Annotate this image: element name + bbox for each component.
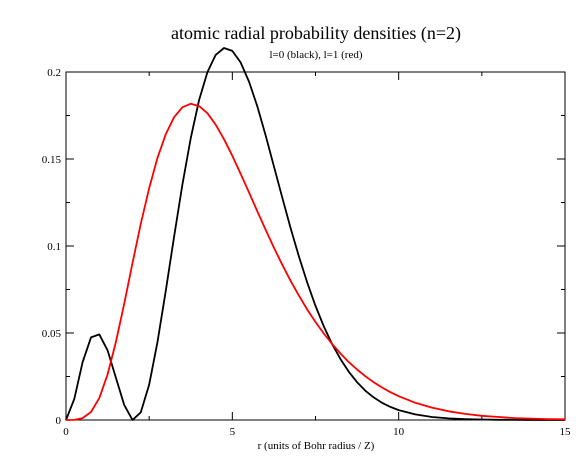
y-tick-label: 0.1	[47, 241, 61, 253]
y-tick-label: 0.2	[47, 67, 61, 79]
y-tick-label: 0.15	[42, 154, 62, 166]
y-tick-label: 0	[56, 415, 62, 427]
x-axis-label: r (units of Bohr radius / Z)	[258, 440, 375, 452]
x-tick-label: 15	[560, 426, 572, 438]
plot-area: 0 5 10 15 0 0.05 0.1 0.15 0.2	[42, 47, 572, 438]
plot-frame	[65, 71, 566, 421]
chart-subtitle: l=0 (black), l=1 (red)	[269, 49, 362, 61]
series-line-l0	[65, 47, 565, 421]
x-tick-label: 10	[393, 426, 405, 438]
x-tick-label: 0	[63, 426, 69, 438]
x-tick-label: 5	[230, 426, 236, 438]
chart-title: atomic radial probability densities (n=2…	[171, 23, 461, 44]
y-tick-label: 0.05	[42, 328, 62, 340]
series-line-l1	[65, 102, 566, 421]
